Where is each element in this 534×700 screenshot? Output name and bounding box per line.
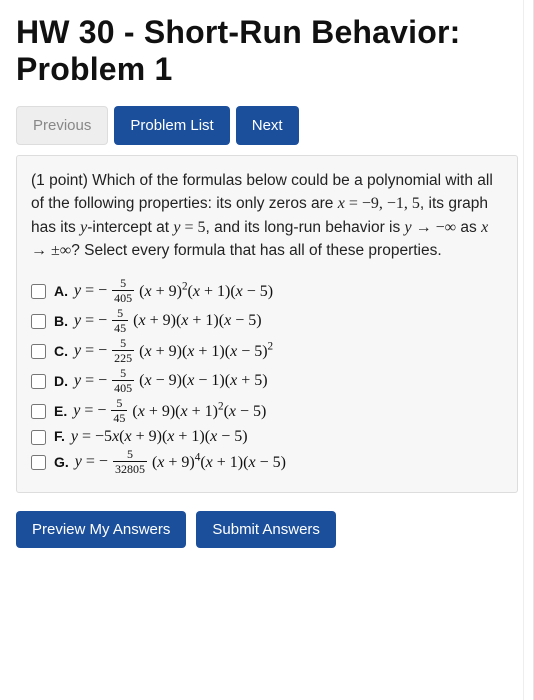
- problem-text: (1 point) Which of the formulas below co…: [31, 170, 503, 263]
- option-label: F. y = −5x(x + 9)(x + 1)(x − 5): [54, 428, 248, 446]
- option-checkbox-F[interactable]: [31, 430, 46, 445]
- submit-answers-button[interactable]: Submit Answers: [196, 511, 336, 548]
- yint-expr: y = 5: [173, 219, 205, 236]
- option-label: D. y = − 5405 (x − 9)(x − 1)(x + 5): [54, 368, 268, 395]
- option-D[interactable]: D. y = − 5405 (x − 9)(x − 1)(x + 5): [31, 368, 503, 395]
- points-label: (1 point): [31, 172, 92, 189]
- next-button[interactable]: Next: [236, 106, 299, 145]
- problem-box: (1 point) Which of the formulas below co…: [16, 155, 518, 494]
- option-label: G. y = − 532805 (x + 9)4(x + 1)(x − 5): [54, 449, 286, 476]
- action-row: Preview My Answers Submit Answers: [16, 511, 518, 548]
- option-checkbox-B[interactable]: [31, 314, 46, 329]
- page-title: HW 30 - Short-Run Behavior: Problem 1: [16, 14, 518, 88]
- limit-y: y → −∞: [405, 219, 457, 236]
- q-text-3: , and its long-run behavior is: [206, 219, 405, 236]
- q-text-4: as: [456, 219, 481, 236]
- right-border-2: [523, 0, 524, 700]
- option-label: E. y = − 545 (x + 9)(x + 1)2(x − 5): [54, 398, 266, 425]
- q-text-5: ? Select every formula that has all of t…: [71, 242, 441, 259]
- option-label: B. y = − 545 (x + 9)(x + 1)(x − 5): [54, 308, 262, 335]
- option-A[interactable]: A. y = − 5405 (x + 9)2(x + 1)(x − 5): [31, 278, 503, 305]
- previous-button[interactable]: Previous: [16, 106, 108, 145]
- q-text-2b: -intercept at: [87, 219, 173, 236]
- option-label: C. y = − 5225 (x + 9)(x + 1)(x − 5)2: [54, 338, 273, 365]
- option-C[interactable]: C. y = − 5225 (x + 9)(x + 1)(x − 5)2: [31, 338, 503, 365]
- preview-answers-button[interactable]: Preview My Answers: [16, 511, 186, 548]
- page: HW 30 - Short-Run Behavior: Problem 1 Pr…: [0, 0, 534, 568]
- nav-row: Previous Problem List Next: [16, 106, 518, 145]
- option-B[interactable]: B. y = − 545 (x + 9)(x + 1)(x − 5): [31, 308, 503, 335]
- option-checkbox-E[interactable]: [31, 404, 46, 419]
- zeros-expr: x = −9, −1, 5: [338, 195, 420, 212]
- problem-list-button[interactable]: Problem List: [114, 106, 229, 145]
- option-checkbox-G[interactable]: [31, 455, 46, 470]
- option-E[interactable]: E. y = − 545 (x + 9)(x + 1)2(x − 5): [31, 398, 503, 425]
- options-list: A. y = − 5405 (x + 9)2(x + 1)(x − 5) B. y…: [31, 278, 503, 476]
- option-F[interactable]: F. y = −5x(x + 9)(x + 1)(x − 5): [31, 428, 503, 446]
- option-label: A. y = − 5405 (x + 9)2(x + 1)(x − 5): [54, 278, 273, 305]
- option-checkbox-D[interactable]: [31, 374, 46, 389]
- option-G[interactable]: G. y = − 532805 (x + 9)4(x + 1)(x − 5): [31, 449, 503, 476]
- option-checkbox-C[interactable]: [31, 344, 46, 359]
- option-checkbox-A[interactable]: [31, 284, 46, 299]
